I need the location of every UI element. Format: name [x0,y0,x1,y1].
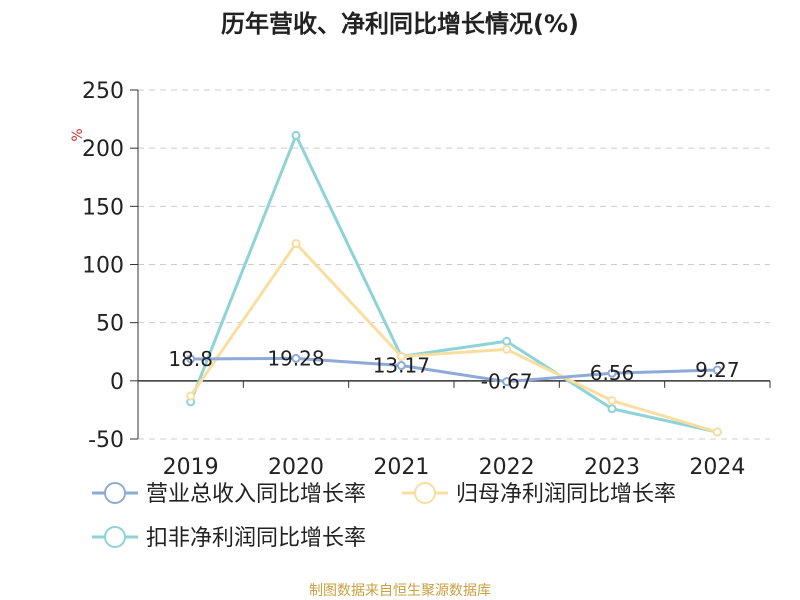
y-tick-label: 150 [82,195,124,220]
series-point [186,391,196,401]
y-tick-label: 200 [82,137,124,162]
legend-label: 归母净利润同比增长率 [456,482,676,507]
legend-swatch-marker [414,482,436,504]
series-point [607,404,617,414]
series-point [396,351,406,361]
series-point [607,368,617,378]
x-tick-label: 2024 [689,455,745,480]
series-line [189,133,718,434]
y-tick-label: 50 [96,312,124,337]
data-label: 9.27 [695,358,740,382]
data-labels: 18.8 19.28 13.17 -0.67 6.56 9.27 [168,346,739,393]
legend-label: 营业总收入同比增长率 [146,482,366,507]
chart-title: 历年营收、净利同比增长情况(%) [221,10,579,38]
series-line [190,356,718,384]
series-point [291,239,301,249]
legend-label: 扣非净利润同比增长率 [146,526,366,551]
series-point [712,427,722,437]
y-tick-label: 100 [82,254,124,279]
x-tick-label: 2021 [373,455,429,480]
x-tick-label: 2023 [584,455,640,480]
data-label: 6.56 [590,361,635,385]
series-point [502,344,512,354]
series-point [186,354,196,364]
series-point [396,361,406,371]
axes: 250 200 150 100 50 0 -50 2019 2020 2021 2022 2023 20… [82,79,771,480]
series-point [291,130,301,140]
y-tick-label: 0 [110,370,124,395]
x-tick-label: 2020 [268,455,324,480]
source-note: 制图数据来自恒生聚源数据库 [309,583,491,599]
series-point [607,396,617,406]
x-tick-label: 2019 [163,455,219,480]
series-point [502,336,512,346]
y-tick-label: 250 [82,79,124,104]
series [186,130,722,437]
series-point [291,353,301,363]
legend-swatch-marker [104,482,126,504]
data-label: 18.8 [168,347,213,371]
y-tick-label: -50 [88,428,124,453]
legend-swatch-marker [104,526,126,548]
data-label: -0.67 [481,370,533,394]
data-label: 13.17 [373,354,430,378]
series-point [502,377,512,387]
x-tick-label: 2022 [479,455,535,480]
data-label: 19.28 [267,346,324,370]
series-line [189,242,718,434]
y-axis-unit: % [70,128,86,141]
series-point [712,365,722,375]
